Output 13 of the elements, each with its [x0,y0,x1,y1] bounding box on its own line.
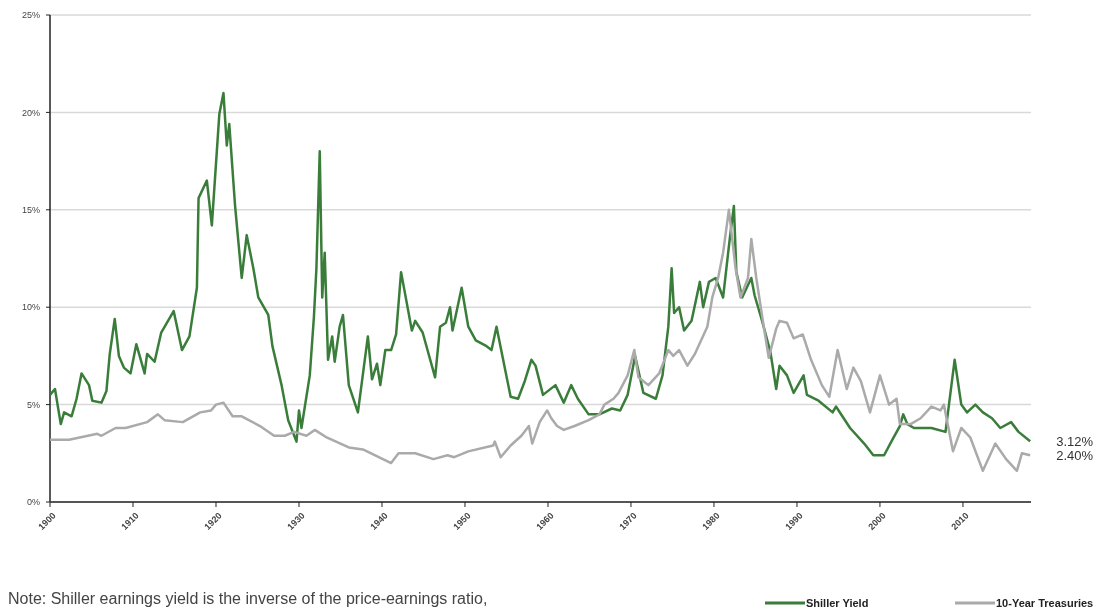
line-series [48,208,1032,473]
y-tick-label: 5% [26,399,40,410]
y-tick-label: 15% [21,204,40,215]
y-tick-label: 0% [26,497,40,508]
y-tick-label: 10% [21,302,40,313]
annotation: 2.40% [1056,447,1094,463]
line-series [48,91,1032,457]
legend-label: Shiller Yield [806,596,869,609]
y-tick-label: 20% [21,107,40,118]
text: Note: Shiller earnings yield is the inverse of the price-earnings ratio, [8,590,488,607]
annotation: 3.12% [1056,433,1094,449]
y-tick-label: 25% [21,10,40,21]
legend-label: 10-Year Treasuries [996,596,1094,609]
